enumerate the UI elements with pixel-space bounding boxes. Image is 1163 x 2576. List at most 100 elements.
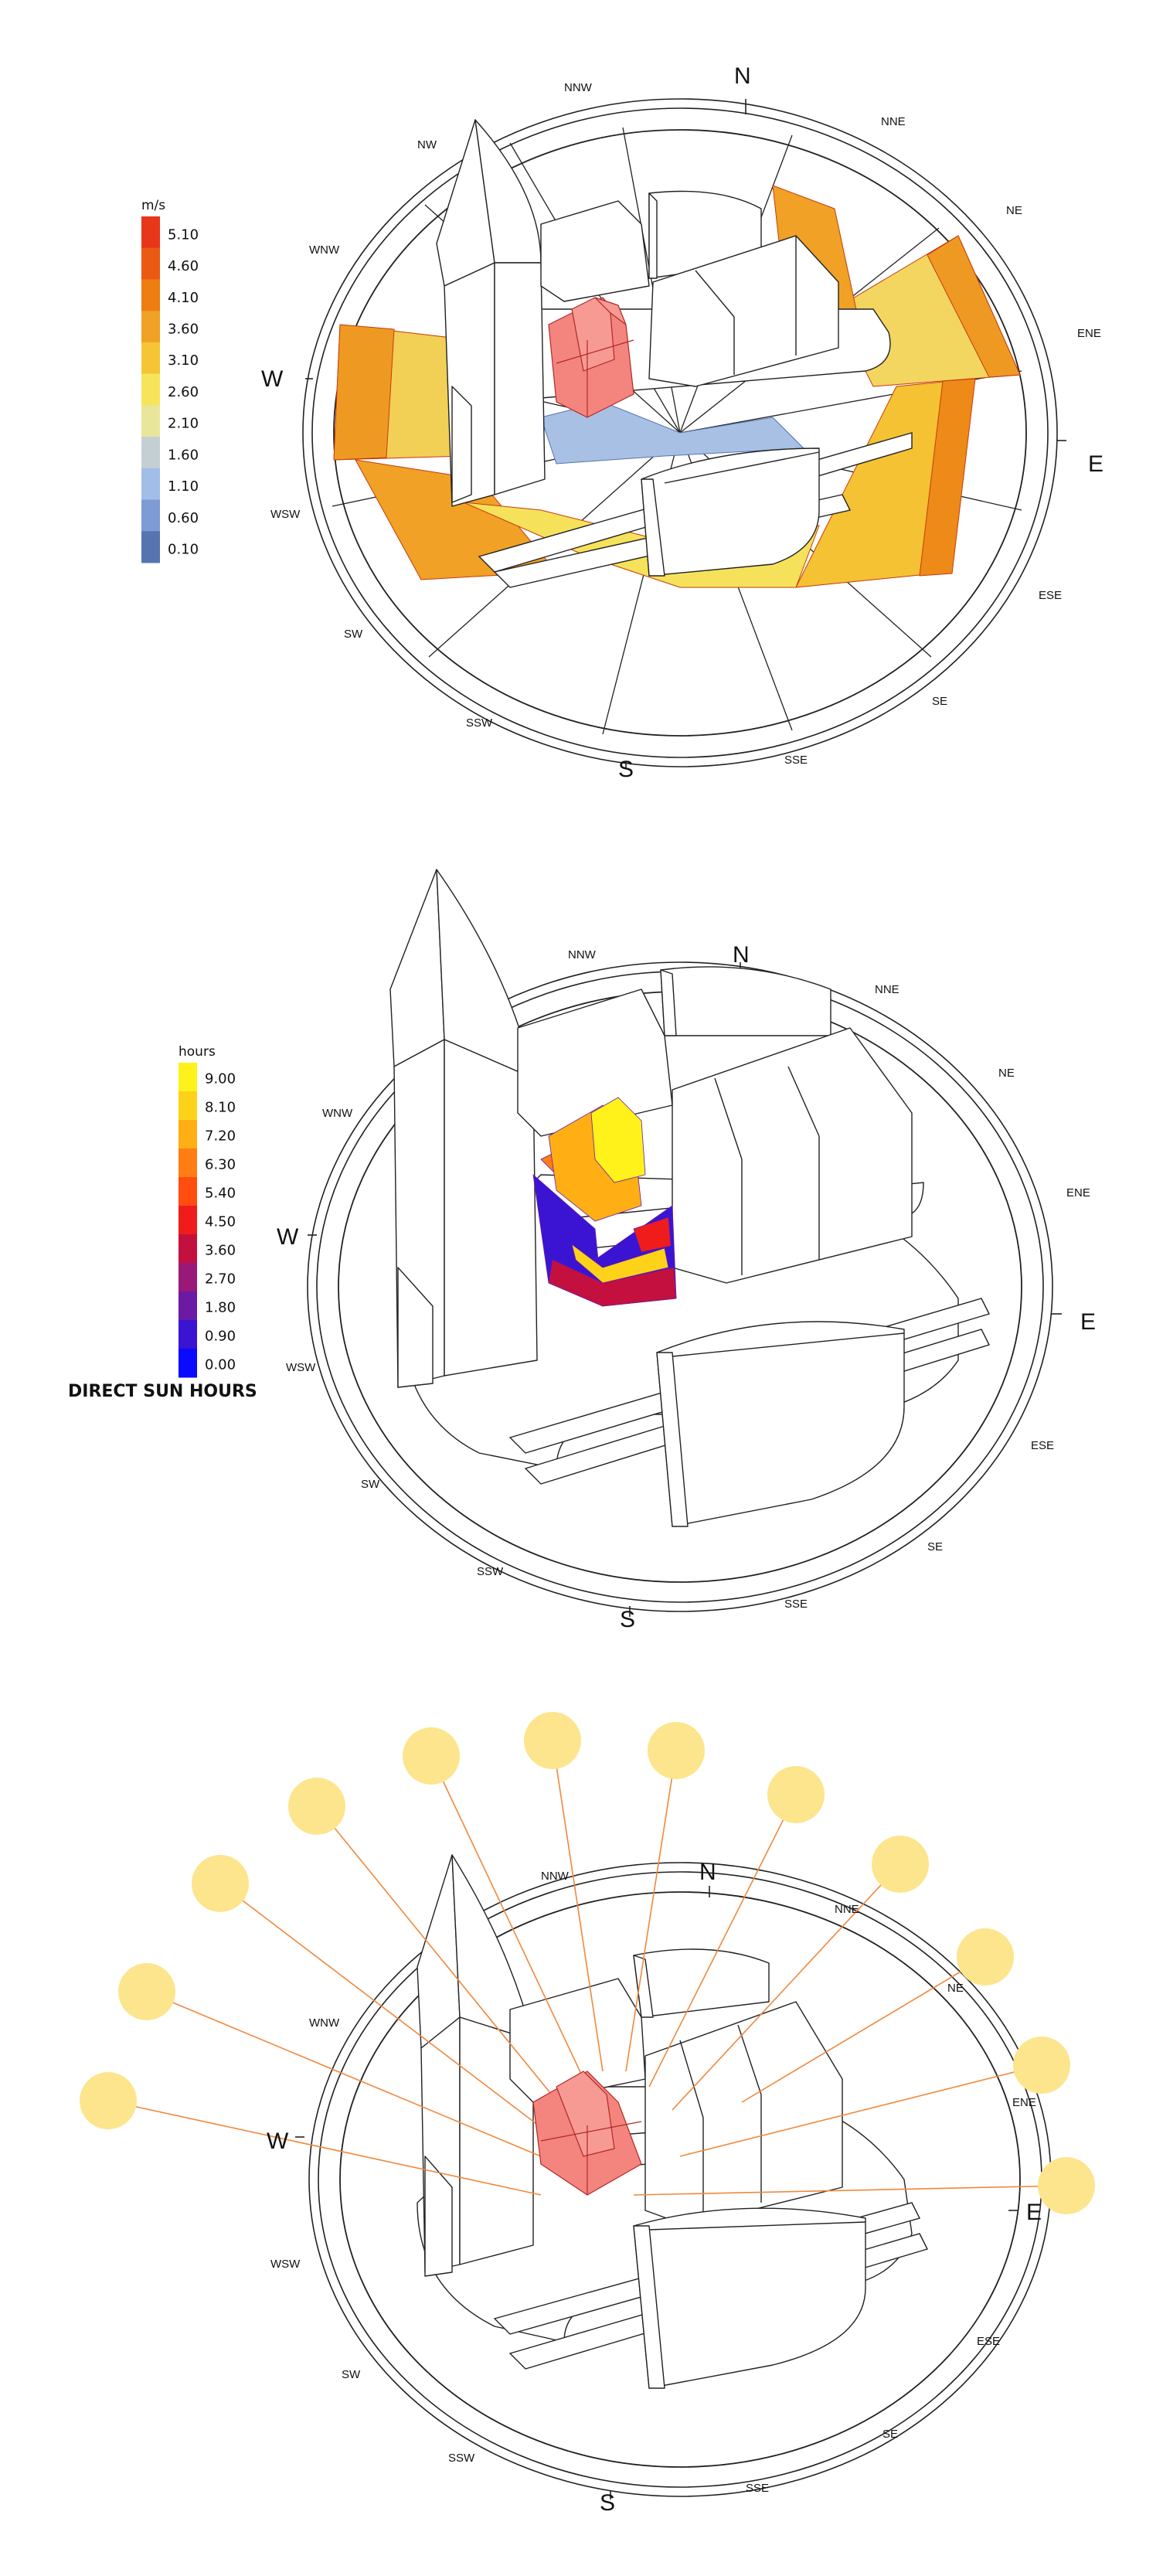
sun-hours-legend-label: 3.60 [205,1243,236,1259]
sun-hours-front-block [656,1321,905,1527]
wind-compass-nne: NNE [881,115,906,128]
wind-legend-label: 0.10 [168,542,199,558]
sun-hours-target-building [532,1097,677,1307]
wind-legend-swatch [141,342,160,375]
wind-compass-sw: SW [344,628,363,641]
wind-legend-swatch [141,468,160,501]
wind-legend-label: 4.60 [168,258,199,274]
sun-ray-11 [679,2064,1042,2157]
wind-compass-n: N [734,63,751,89]
wind-legend-label: 2.10 [168,416,199,432]
sun-path-back-blocks [509,1948,843,2227]
sun-path-compass-labels: N E S W NNE NE ENE ESE SE SSE SSW SW WSW… [267,1860,1042,2516]
wind-compass-nnw: NNW [564,81,593,94]
wind-compass-nw: NW [417,138,437,151]
wind-analysis-diagram: N E S W NNE NE ENE ESE SE SSE SSW SW WSW… [141,63,1103,782]
wind-legend-swatch [141,247,160,280]
wind-legend-label: 1.60 [168,447,199,463]
wind-legend-label: 3.10 [168,352,199,369]
sun-hours-legend-unit: hours [179,1044,216,1060]
wind-legend-swatch [141,499,160,532]
wind-back-blocks [540,190,839,387]
sun-hours-legend-label: 6.30 [205,1157,236,1173]
wind-compass-sse: SSE [784,754,808,767]
wind-rose-petals [333,185,1021,588]
wind-compass-ssw: SSW [466,716,493,730]
sun-hours-compass-labels: N E S W NNE NE ENE ESE SE SSE SSW SW WSW… [277,942,1096,1632]
sun-path-compass-w: W [267,2129,289,2154]
sun-path-compass-s: S [600,2490,615,2516]
wind-compass-ne: NE [1006,204,1022,217]
sun-path-diagram: N E S W NNE NE ENE ESE SE SSE SSW SW WSW… [80,1712,1095,2516]
sun-ray-12 [633,2185,1067,2196]
wind-legend-label: 0.60 [168,510,199,526]
sun-hours-compass-e: E [1080,1309,1096,1335]
sun-icon [118,1963,175,2020]
sun-hours-legend-swatch [179,1320,197,1349]
wind-legend-swatches [141,216,160,563]
wind-compass-ene: ENE [1077,327,1101,340]
sun-ray-3 [219,1883,549,2134]
sun-hours-legend-labels: 9.00 8.10 7.20 6.30 5.40 4.50 3.60 2.70 1.80 0.90… [205,1071,236,1373]
wind-compass-e: E [1088,451,1103,477]
sun-hours-compass-sse: SSE [784,1598,808,1611]
sun-hours-legend-swatch [179,1349,197,1378]
wind-legend-label: 2.60 [168,384,199,400]
wind-legend-label: 4.10 [168,290,199,306]
sun-path-compass-ssw: SSW [448,2452,475,2465]
sun-hours-legend-label: 7.20 [205,1128,236,1145]
sun-path-compass-se: SE [882,2428,898,2441]
sun-hours-legend: hours 9.00 8.10 7.20 6.30 5.40 4.50 3.60 2.70 1.… [68,1044,257,1401]
sun-hours-compass-sw: SW [361,1478,380,1491]
sun-path-compass-wsw: WSW [270,2258,301,2271]
wind-petal-ese-outer [919,378,976,577]
wind-legend-swatch [141,311,160,343]
sun-icon [648,1722,705,1779]
sun-ray-4 [316,1805,565,2111]
sun-icon [524,1712,581,1769]
sun-hours-compass-ese: ESE [1031,1439,1054,1452]
sun-hours-compass-ne: NE [998,1067,1015,1080]
wind-compass-wsw: WSW [270,508,301,521]
sun-hours-legend-swatch [179,1206,197,1235]
sun-path-compass-ese: ESE [977,2335,1000,2348]
sun-hours-legend-label: 8.10 [205,1100,236,1116]
sun-ray-2 [146,1991,542,2157]
sun-hours-legend-label: 0.90 [205,1329,236,1345]
wind-legend-label: 5.10 [168,226,199,243]
sun-hours-legend-label: 5.40 [205,1186,236,1202]
sun-hours-tower-left [389,869,538,1388]
wind-target-building [548,297,634,418]
sun-icon [957,1928,1014,1986]
sun-icon [1038,2157,1095,2214]
sun-ray-6 [552,1740,604,2072]
sun-hours-compass-wsw: WSW [286,1361,316,1374]
wind-tower-left [436,119,546,507]
sun-hours-legend-label: 0.00 [205,1357,236,1373]
wind-compass-s: S [618,757,634,782]
sun-hours-legend-swatches [179,1063,197,1378]
sun-icon [80,2072,137,2129]
wind-compass-rings [302,98,1058,767]
sun-ray-8 [648,1794,797,2088]
sun-hours-compass-n: N [733,942,750,968]
sun-ray-1 [107,2100,542,2196]
sun-hours-diagram: N E S W NNE NE ENE ESE SE SSE SSW SW WSW… [68,869,1096,1632]
wind-legend-swatch [141,279,160,311]
wind-legend-unit: m/s [141,198,165,213]
sun-hours-compass-ene: ENE [1066,1186,1090,1200]
wind-calm-region [540,401,805,464]
sun-ray-10 [741,1956,986,2103]
sun-hours-legend-swatch [179,1234,197,1264]
sun-path-compass-nnw: NNW [541,1870,570,1883]
wind-legend-label: 1.10 [168,478,199,495]
sun-hours-back-blocks [517,966,913,1284]
sun-hours-legend-swatch [179,1063,197,1092]
sun-hours-compass-nnw: NNW [568,948,597,961]
sun-path-compass-n: N [699,1860,716,1885]
sun-path-compass-ne: NE [947,1982,964,1995]
sun-hours-compass-nne: NNE [875,983,899,996]
sun-hours-legend-swatch [179,1091,197,1121]
wind-compass-labels: N E S W NNE NE ENE ESE SE SSE SSW SW WSW… [261,63,1103,782]
